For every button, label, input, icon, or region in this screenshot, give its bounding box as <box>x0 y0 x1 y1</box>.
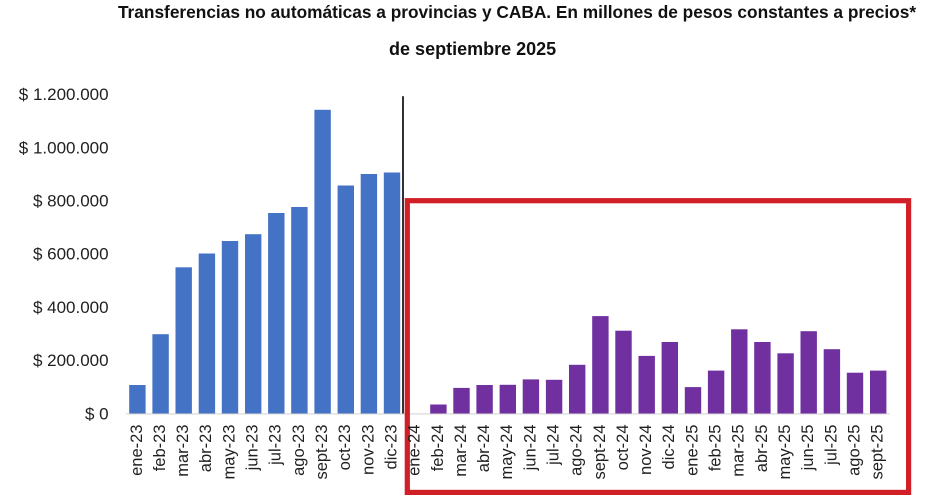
svg-text:abr-24: abr-24 <box>475 424 493 472</box>
svg-text:sept-25: sept-25 <box>869 425 887 480</box>
svg-text:feb-25: feb-25 <box>706 425 724 472</box>
svg-text:$ 1.000.000: $ 1.000.000 <box>19 138 109 157</box>
svg-text:de septiembre 2025: de septiembre 2025 <box>389 39 556 59</box>
svg-text:dic-24: dic-24 <box>660 425 678 470</box>
svg-text:dic-23: dic-23 <box>382 425 400 470</box>
svg-text:feb-24: feb-24 <box>429 425 447 472</box>
svg-text:jun-23: jun-23 <box>244 425 262 472</box>
svg-text:ene-25: ene-25 <box>683 425 701 476</box>
svg-text:nov-23: nov-23 <box>359 425 377 475</box>
svg-text:jul-23: jul-23 <box>267 425 285 466</box>
svg-text:$ 800.000: $ 800.000 <box>33 192 109 211</box>
svg-text:jun-25: jun-25 <box>799 425 817 472</box>
svg-text:$ 200.000: $ 200.000 <box>33 351 109 370</box>
svg-text:ene-23: ene-23 <box>128 425 146 476</box>
svg-text:mar-24: mar-24 <box>452 425 470 477</box>
svg-text:$ 1.200.000: $ 1.200.000 <box>19 85 109 104</box>
svg-text:ene-24: ene-24 <box>406 425 424 476</box>
svg-text:abr-23: abr-23 <box>197 425 215 473</box>
svg-text:$ 400.000: $ 400.000 <box>33 298 109 317</box>
svg-text:ago-23: ago-23 <box>290 425 308 476</box>
svg-text:oct-23: oct-23 <box>336 425 354 471</box>
svg-text:mar-25: mar-25 <box>730 425 748 477</box>
svg-text:jul-25: jul-25 <box>822 425 840 466</box>
svg-text:mar-23: mar-23 <box>174 425 192 477</box>
svg-text:may-25: may-25 <box>776 425 794 480</box>
svg-text:oct-24: oct-24 <box>614 425 632 471</box>
svg-text:may-24: may-24 <box>498 425 516 480</box>
svg-text:may-23: may-23 <box>220 425 238 480</box>
svg-text:ago-24: ago-24 <box>568 425 586 476</box>
svg-text:$ 600.000: $ 600.000 <box>33 245 109 264</box>
svg-text:abr-25: abr-25 <box>753 425 771 473</box>
svg-text:feb-23: feb-23 <box>151 425 169 472</box>
svg-text:$ 0: $ 0 <box>85 404 109 423</box>
svg-text:jul-24: jul-24 <box>544 425 562 466</box>
svg-text:sept-24: sept-24 <box>591 425 609 480</box>
svg-text:sept-23: sept-23 <box>313 425 331 480</box>
svg-text:nov-24: nov-24 <box>637 425 655 475</box>
svg-text:Transferencias no automáticas: Transferencias no automáticas a provinci… <box>118 2 916 22</box>
svg-text:ago-25: ago-25 <box>845 425 863 476</box>
svg-text:jun-24: jun-24 <box>521 425 539 472</box>
